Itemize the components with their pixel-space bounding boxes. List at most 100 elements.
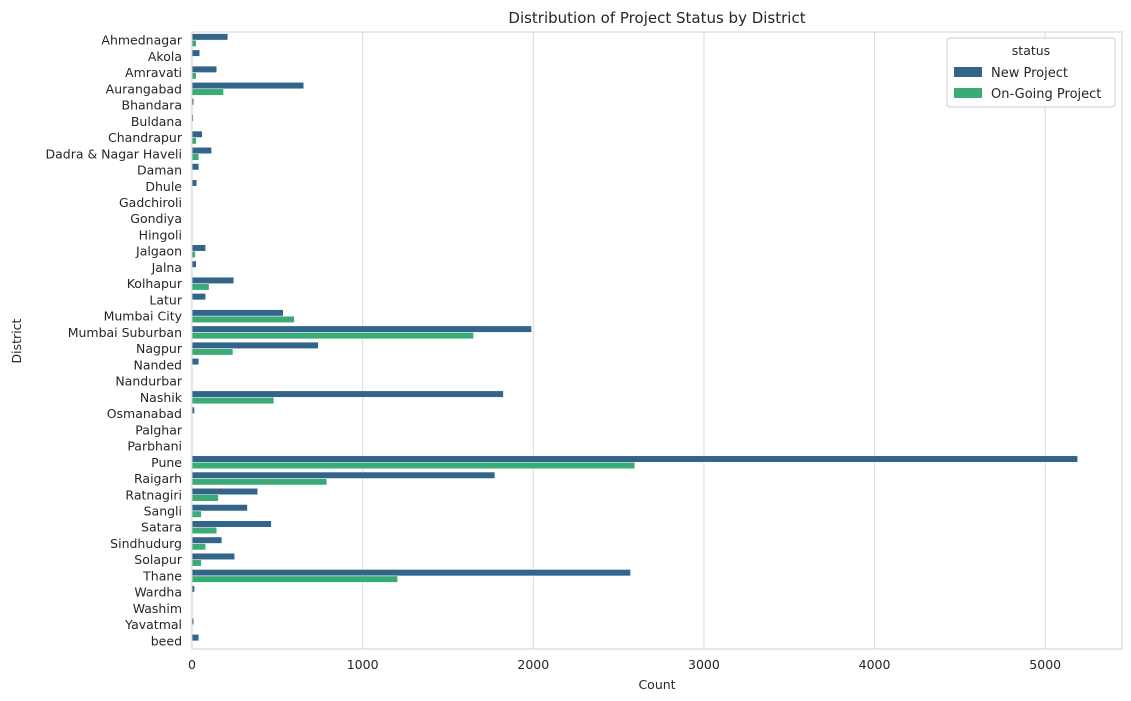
bar-new-project xyxy=(191,65,217,73)
x-axis-label: Count xyxy=(638,677,675,692)
bar-new-project xyxy=(191,147,212,155)
plot-frame xyxy=(191,31,1123,650)
bar-ongoing-project xyxy=(191,283,210,291)
x-tick-label: 2000 xyxy=(517,657,549,672)
y-tick-label: Latur xyxy=(149,292,182,307)
y-axis-label: District xyxy=(9,318,24,363)
legend-label-ongoing-project: On-Going Project xyxy=(991,87,1101,102)
bar-new-project xyxy=(191,49,200,57)
y-tick-label: Satara xyxy=(141,520,182,535)
bar-ongoing-project xyxy=(191,478,328,486)
x-tick-labels: 0 1000 2000 3000 4000 5000 xyxy=(188,657,1061,672)
x-tick-label: 0 xyxy=(188,657,196,672)
x-tick-label: 3000 xyxy=(688,657,720,672)
bar-new-project xyxy=(191,488,258,495)
bar-ongoing-project xyxy=(191,543,206,551)
x-tick-label: 5000 xyxy=(1029,657,1061,672)
bar-new-project xyxy=(191,520,272,528)
bar-ongoing-project xyxy=(191,526,217,534)
y-tick-label: Chandrapur xyxy=(108,130,183,145)
y-tick-label: Washim xyxy=(133,601,182,616)
bar-ongoing-project xyxy=(191,559,202,567)
bar-new-project xyxy=(191,569,631,577)
bar-ongoing-project xyxy=(191,510,202,518)
y-tick-label: Solapur xyxy=(134,552,183,567)
y-tick-label: Pune xyxy=(151,455,182,470)
y-tick-label: Aurangabad xyxy=(106,81,182,96)
y-tick-label: Sindhudurg xyxy=(110,536,182,551)
y-tick-label: Akola xyxy=(148,49,182,64)
x-tick-label: 1000 xyxy=(347,657,379,672)
bar-new-project xyxy=(191,260,197,268)
bar-new-project xyxy=(191,341,319,349)
bar-new-project xyxy=(191,634,200,642)
bar-ongoing-project xyxy=(191,348,234,356)
bar-ongoing-project xyxy=(191,494,219,502)
y-tick-label: Nashik xyxy=(140,390,183,405)
bar-new-project xyxy=(191,471,496,479)
legend-title: status xyxy=(1012,43,1050,58)
bar-ongoing-project xyxy=(191,153,200,161)
y-tick-label: beed xyxy=(151,633,182,648)
y-tick-label: Ratnagiri xyxy=(125,487,182,502)
plot-background xyxy=(192,32,1122,649)
bar-ongoing-project xyxy=(191,462,636,470)
bar-new-project xyxy=(191,455,1078,463)
y-tick-label: Nanded xyxy=(134,357,183,372)
y-tick-label: Dadra & Nagar Haveli xyxy=(45,146,182,161)
legend-box xyxy=(946,37,1116,108)
y-tick-label: Nandurbar xyxy=(115,374,183,389)
bar-new-project xyxy=(191,390,504,398)
bar-ongoing-project xyxy=(191,72,197,80)
chart-title: Distribution of Project Status by Distri… xyxy=(508,9,805,27)
y-tick-label: Thane xyxy=(142,568,182,583)
y-tick-label: Buldana xyxy=(131,114,182,129)
bar-new-project xyxy=(191,130,203,138)
y-tick-label: Mumbai City xyxy=(104,309,183,324)
y-tick-label: Nagpur xyxy=(136,341,183,356)
bar-ongoing-project xyxy=(191,250,196,258)
y-tick-label: Raigarh xyxy=(134,471,182,486)
y-tick-label: Mumbai Suburban xyxy=(68,325,182,340)
bar-new-project xyxy=(191,163,200,171)
bar-new-project xyxy=(191,244,206,252)
x-tick-label: 4000 xyxy=(859,657,891,672)
y-tick-label: Dhule xyxy=(145,179,182,194)
bar-new-project xyxy=(191,552,235,560)
bar-ongoing-project xyxy=(191,332,474,340)
plot-border xyxy=(191,31,1123,650)
y-tick-label: Ahmednagar xyxy=(101,33,182,48)
y-tick-label: Jalgaon xyxy=(135,244,182,259)
bar-new-project xyxy=(191,536,223,544)
y-tick-label: Yavatmal xyxy=(124,617,182,632)
bar-new-project xyxy=(191,358,200,366)
bar-new-project xyxy=(191,33,229,41)
bar-ongoing-project xyxy=(191,137,197,145)
legend: status New Project On-Going Project xyxy=(946,37,1116,108)
bar-new-project xyxy=(191,276,235,284)
y-tick-label: Gondiya xyxy=(130,211,182,226)
y-tick-label: Hingoli xyxy=(139,227,182,242)
bar-new-project xyxy=(191,293,206,301)
y-tick-label: Kolhapur xyxy=(127,276,183,291)
bar-new-project xyxy=(191,309,284,317)
bar-ongoing-project xyxy=(191,39,197,47)
y-tick-label: Daman xyxy=(137,163,182,178)
y-tick-label: Palghar xyxy=(135,422,183,437)
bar-ongoing-project xyxy=(191,397,275,405)
y-tick-label: Bhandara xyxy=(122,98,182,113)
y-tick-label: Wardha xyxy=(134,585,182,600)
legend-swatch-new-project xyxy=(954,67,982,77)
y-tick-label: Amravati xyxy=(125,65,182,80)
legend-label-new-project: New Project xyxy=(991,66,1068,81)
y-tick-label: Osmanabad xyxy=(107,406,182,421)
bar-new-project xyxy=(191,179,198,187)
y-tick-label: Gadchiroli xyxy=(119,195,182,210)
y-tick-label: Parbhani xyxy=(127,439,182,454)
bar-new-project xyxy=(191,82,305,90)
bar-ongoing-project xyxy=(191,315,295,323)
bars xyxy=(191,33,1078,642)
y-tick-label: Jalna xyxy=(151,260,182,275)
